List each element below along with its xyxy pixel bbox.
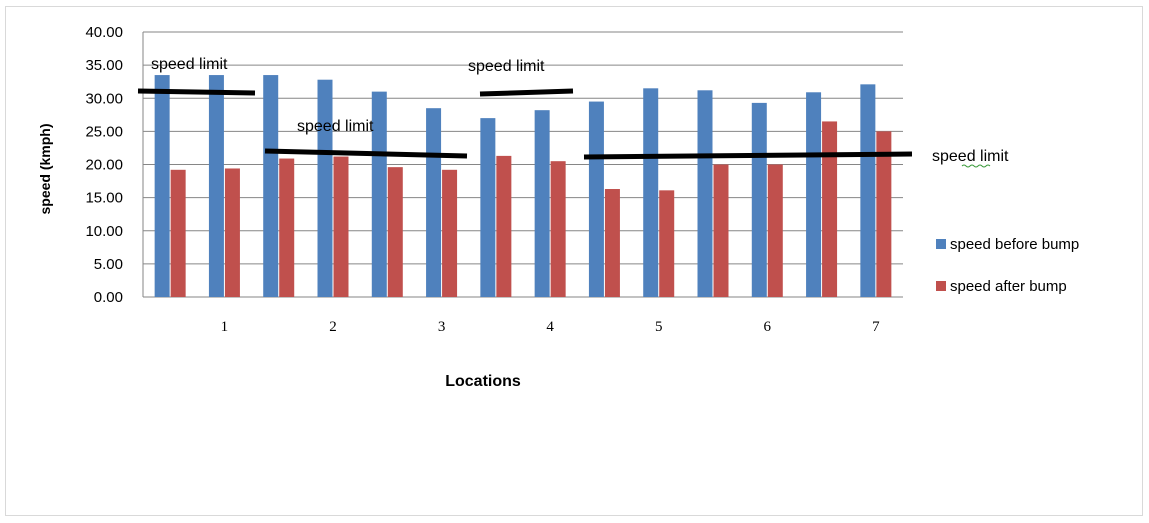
- bar-speed-after-bump: [767, 164, 783, 297]
- legend: speed before bump speed after bump: [936, 236, 1079, 295]
- y-tick-label: 40.00: [85, 24, 123, 41]
- bar-speed-before-bump: [534, 110, 550, 297]
- legend-label-before: speed before bump: [950, 236, 1079, 253]
- bar-speed-before-bump: [643, 88, 659, 297]
- bar-speed-before-bump: [263, 75, 279, 297]
- speed-limit-label-1: speed limit: [151, 56, 228, 73]
- speed-limit-label-4: speed limit: [932, 148, 1009, 165]
- bar-speed-after-bump: [550, 161, 566, 297]
- bar-speed-after-bump: [170, 169, 186, 297]
- y-tick-label: 15.00: [85, 190, 123, 207]
- bar-speed-after-bump: [713, 164, 729, 297]
- x-tick-label: 4: [546, 319, 554, 335]
- speed-limit-label-3: speed limit: [468, 58, 545, 75]
- speed-limit-annotations: speed limit speed limit speed limit spee…: [137, 56, 1009, 168]
- bar-speed-after-bump: [876, 131, 892, 297]
- speed-limit-line-4: [583, 151, 913, 160]
- bar-speed-before-bump: [751, 102, 767, 297]
- x-tick-labels: 1 2 3 4 5 6 7: [221, 319, 880, 335]
- x-tick-label: 7: [872, 319, 880, 335]
- x-tick-label: 1: [221, 319, 229, 335]
- bar-speed-after-bump: [822, 121, 838, 297]
- x-tick-label: 2: [329, 319, 337, 335]
- bar-speed-after-bump: [659, 190, 675, 297]
- bar-speed-before-bump: [426, 108, 442, 297]
- speed-limit-label-2: speed limit: [297, 118, 374, 135]
- y-tick-label: 5.00: [94, 256, 123, 273]
- legend-swatch-before: [936, 239, 946, 249]
- bar-speed-after-bump: [387, 167, 403, 297]
- bar-speed-before-bump: [208, 75, 224, 297]
- bar-speed-after-bump: [224, 168, 240, 297]
- legend-swatch-after: [936, 281, 946, 291]
- bars: [154, 75, 892, 298]
- bar-speed-before-bump: [806, 92, 822, 297]
- x-tick-label: 3: [438, 319, 446, 335]
- bar-speed-before-bump: [588, 101, 604, 297]
- x-axis-title: Locations: [445, 373, 521, 390]
- bar-speed-after-bump: [604, 189, 620, 297]
- chart-frame: [5, 6, 1143, 516]
- y-tick-label: 25.00: [85, 123, 123, 140]
- y-tick-labels: 0.00 5.00 10.00 15.00 20.00 25.00 30.00 35.00 40…: [85, 24, 123, 306]
- bar-speed-after-bump: [496, 155, 512, 297]
- y-tick-label: 20.00: [85, 157, 123, 174]
- y-tick-label: 35.00: [85, 57, 123, 74]
- bar-speed-before-bump: [860, 84, 876, 298]
- bar-speed-before-bump: [317, 79, 333, 297]
- y-axis-title: speed (kmph): [37, 123, 53, 214]
- y-tick-label: 0.00: [94, 289, 123, 306]
- bar-speed-after-bump: [442, 169, 458, 297]
- bar-speed-after-bump: [333, 156, 349, 297]
- x-tick-label: 5: [655, 319, 663, 335]
- legend-label-after: speed after bump: [950, 278, 1067, 295]
- speed-limit-line-2: [264, 148, 468, 159]
- bar-speed-before-bump: [480, 118, 496, 297]
- y-tick-label: 10.00: [85, 223, 123, 240]
- speed-limit-line-3: [479, 88, 574, 97]
- x-tick-label: 6: [764, 319, 772, 335]
- bar-speed-before-bump: [371, 91, 387, 297]
- bar-speed-before-bump: [154, 75, 170, 297]
- y-tick-label: 30.00: [85, 90, 123, 107]
- spellcheck-squiggle: [961, 164, 991, 168]
- bar-speed-before-bump: [697, 90, 713, 297]
- speed-limit-line-1: [137, 88, 256, 96]
- bar-speed-after-bump: [279, 158, 295, 297]
